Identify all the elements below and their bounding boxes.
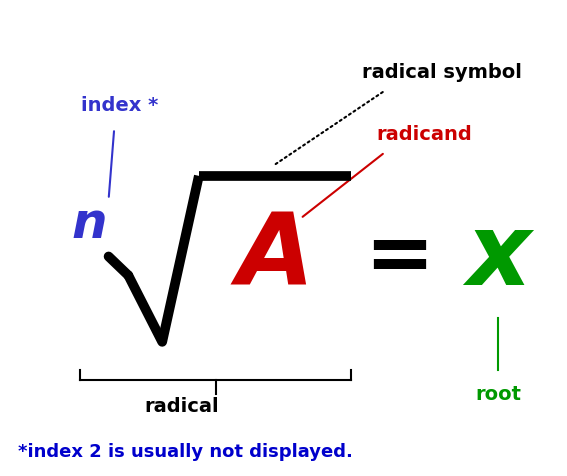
Text: root: root <box>475 385 521 404</box>
Text: radical: radical <box>145 397 219 416</box>
Text: radicand: radicand <box>376 124 472 143</box>
Text: index *: index * <box>81 96 159 115</box>
Text: A: A <box>236 208 314 305</box>
Text: radical symbol: radical symbol <box>362 63 522 82</box>
Text: =: = <box>364 217 434 298</box>
Text: n: n <box>71 200 107 248</box>
Text: x: x <box>466 208 530 305</box>
Text: *index 2 is usually not displayed.: *index 2 is usually not displayed. <box>18 442 353 460</box>
